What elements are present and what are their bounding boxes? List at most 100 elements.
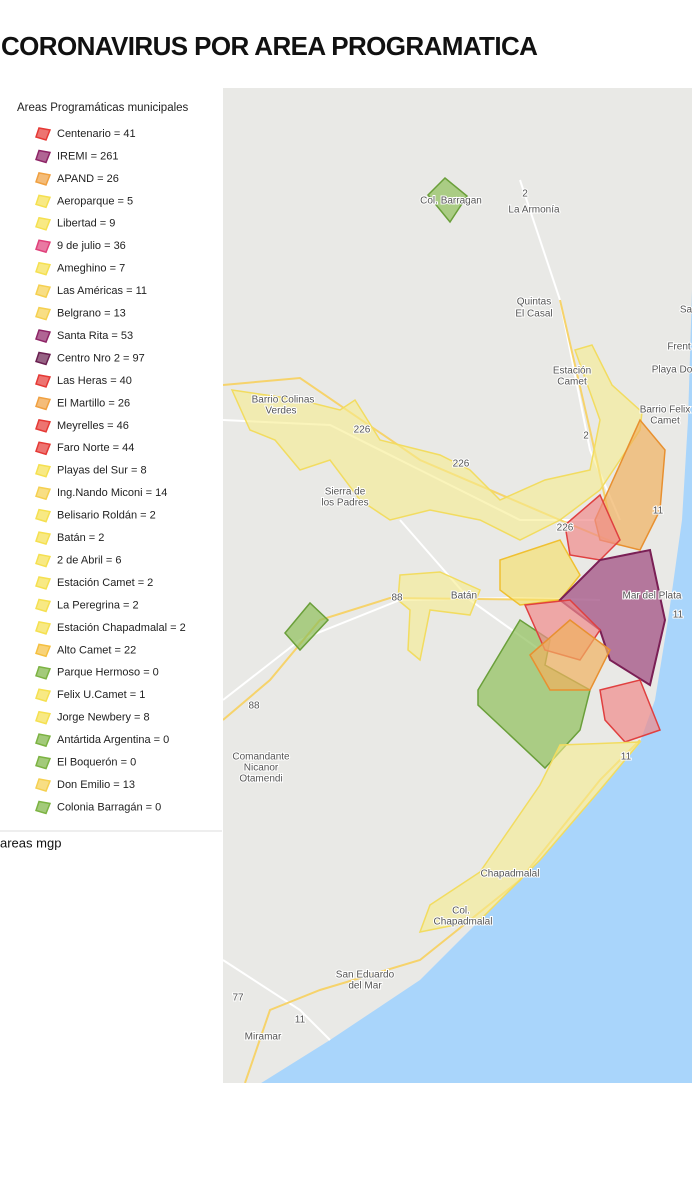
map-label: San Eduardo [336,970,395,981]
legend-label: 2 de Abril = 6 [57,554,122,566]
legend-item[interactable]: Playas del Sur = 8 [35,463,147,478]
map-label: Miramar [245,1032,282,1043]
ocean [261,88,692,1083]
legend-label: IREMI = 261 [57,150,118,162]
legend-label: Colonia Barragán = 0 [57,801,161,813]
map-label: 2 [522,189,528,200]
layer-name[interactable]: areas mgp [0,835,61,850]
map-label: Batán [451,591,477,602]
legend-item[interactable]: Faro Norte = 44 [35,441,134,456]
map-label: Frent [667,342,691,353]
map-label: 77 [232,993,244,1004]
legend-item[interactable]: 2 de Abril = 6 [35,553,122,568]
map-label: 226 [453,459,470,470]
legend-item[interactable]: IREMI = 261 [35,149,118,164]
map-label: Nicanor [244,763,279,774]
legend-label: Las Heras = 40 [57,375,132,387]
map-label: El Casal [515,309,552,320]
legend-icon [35,688,52,703]
legend-label: Playas del Sur = 8 [57,465,147,477]
map-label: Barrio Felix [640,405,691,416]
map-label: La Armonía [508,205,560,216]
legend-icon [35,576,52,590]
legend-item[interactable]: Las Américas = 11 [35,284,147,299]
map-label: Verdes [265,406,296,417]
legend-item[interactable]: El Boquerón = 0 [35,755,136,770]
legend-label: Centenario = 41 [57,128,136,140]
legend-item[interactable]: Ameghino = 7 [35,261,125,276]
legend-label: Aeroparque = 5 [57,195,133,207]
legend-item[interactable]: Las Heras = 40 [35,374,132,388]
legend-label: APAND = 26 [57,173,119,185]
map-label: los Padres [321,498,368,509]
legend-item[interactable]: 9 de julio = 36 [35,239,126,254]
legend-label: Batán = 2 [57,532,104,544]
legend-item[interactable]: Belgrano = 13 [35,306,126,321]
map-label: 11 [295,1015,306,1026]
legend-icon [35,621,52,635]
legend-label: Ing.Nando Miconi = 14 [57,487,167,499]
legend-item[interactable]: Centenario = 41 [35,127,136,141]
legend: Centenario = 41 IREMI = 261 APAND = 26 Aero… [35,127,186,815]
legend-label: Santa Rita = 53 [57,330,133,342]
map-label: 2 [583,431,589,442]
map-label: Camet [650,416,680,427]
legend-item[interactable]: Belisario Roldán = 2 [35,508,156,523]
legend-item[interactable]: Libertad = 9 [35,216,115,231]
legend-item[interactable]: Santa Rita = 53 [35,329,133,343]
legend-icon [35,284,52,299]
legend-item[interactable]: Don Emilio = 13 [35,778,135,792]
legend-item[interactable]: Batán = 2 [35,531,104,546]
legend-icon [35,486,52,501]
legend-label: 9 de julio = 36 [57,240,126,252]
legend-item[interactable]: Meyrelles = 46 [35,418,129,433]
legend-icon [35,127,52,141]
legend-item[interactable]: Colonia Barragán = 0 [35,800,161,815]
legend-label: El Martillo = 26 [57,397,130,409]
map-label: del Mar [348,981,382,992]
map-label: Playa Do [652,365,693,376]
map-label: Chapadmalal [481,869,540,880]
legend-item[interactable]: Estación Camet = 2 [35,576,153,590]
legend-icon [35,441,52,456]
legend-item[interactable]: APAND = 26 [35,172,119,186]
legend-item[interactable]: Ing.Nando Miconi = 14 [35,486,167,501]
legend-item[interactable]: Antártida Argentina = 0 [35,733,169,748]
legend-item[interactable]: Estación Chapadmalal = 2 [35,621,186,635]
map-label: Chapadmalal [434,917,493,928]
legend-label: Centro Nro 2 = 97 [57,352,145,364]
legend-icon [35,239,52,254]
legend-icon [35,710,52,725]
map-label: Sierra de [325,487,366,498]
legend-icon [35,508,52,523]
legend-icon [35,216,52,231]
legend-label: Don Emilio = 13 [57,779,135,791]
legend-icon [35,463,52,478]
legend-icon [35,396,52,411]
legend-label: Estación Chapadmalal = 2 [57,622,186,634]
legend-icon [35,351,52,366]
legend-icon [35,733,52,748]
map-label: 226 [354,425,371,436]
legend-icon [35,374,52,388]
legend-item[interactable]: Centro Nro 2 = 97 [35,351,145,366]
map-label: 226 [557,523,574,534]
map-label: Camet [557,377,587,388]
map-label: Col. [452,906,470,917]
legend-item[interactable]: El Martillo = 26 [35,396,130,411]
map-label: Sa [680,305,693,316]
legend-label: Faro Norte = 44 [57,442,134,454]
legend-item[interactable]: La Peregrina = 2 [35,598,139,613]
legend-icon [35,531,52,546]
map-label: 88 [391,593,403,604]
legend-label: Felix U.Camet = 1 [57,689,145,701]
legend-item[interactable]: Alto Camet = 22 [35,643,136,658]
legend-icon [35,553,52,568]
map-label: Quintas [517,297,551,308]
legend-item[interactable]: Parque Hermoso = 0 [35,665,159,680]
legend-item[interactable]: Aeroparque = 5 [35,194,133,209]
legend-item[interactable]: Felix U.Camet = 1 [35,688,145,703]
legend-item[interactable]: Jorge Newbery = 8 [35,710,150,725]
